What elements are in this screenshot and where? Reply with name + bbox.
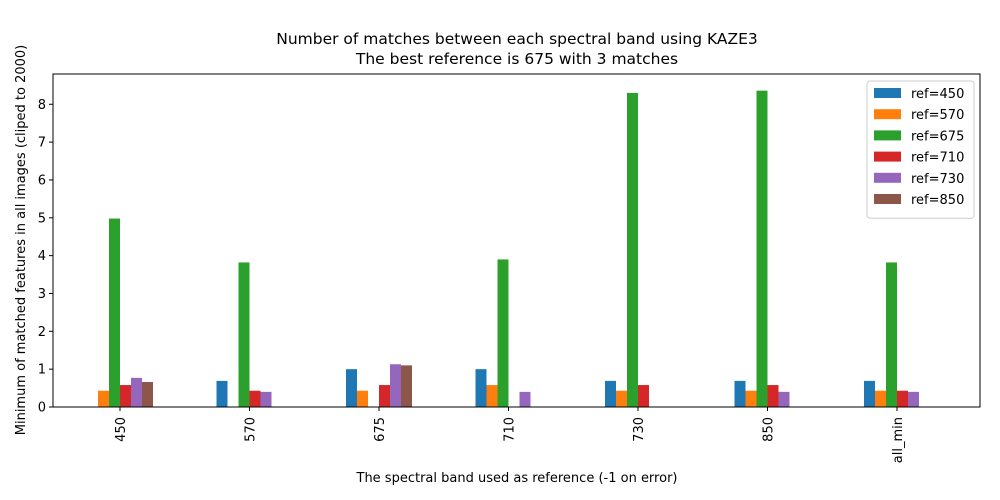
y-tick-label: 0 <box>38 401 46 416</box>
bar <box>357 390 368 407</box>
bar <box>875 390 886 407</box>
bar <box>767 385 779 407</box>
x-tick-label: 850 <box>762 417 777 442</box>
bar <box>120 385 131 407</box>
chart-title-line1: Number of matches between each spectral … <box>276 30 758 48</box>
legend-label: ref=450 <box>911 87 964 102</box>
bar <box>379 385 390 407</box>
bar <box>238 262 250 407</box>
bar <box>260 391 272 407</box>
y-tick-label: 5 <box>38 211 46 226</box>
bar <box>249 390 261 407</box>
legend-swatch <box>874 130 901 141</box>
bar <box>131 377 142 407</box>
y-axis: 0 1 2 3 4 5 6 7 8 <box>38 98 53 416</box>
y-tick-label: 3 <box>38 287 46 302</box>
bar <box>346 369 357 407</box>
x-tick-label: 570 <box>244 417 259 442</box>
bar <box>886 262 897 407</box>
y-axis-label: Minimum of matched features in all image… <box>14 45 29 436</box>
legend-swatch <box>874 151 901 162</box>
x-tick-label: all_min <box>891 417 906 463</box>
y-tick-label: 7 <box>38 136 46 151</box>
legend-label: ref=570 <box>911 108 964 123</box>
bar <box>756 90 768 408</box>
plot-frame <box>52 73 981 408</box>
bar <box>745 390 757 407</box>
legend-swatch <box>874 172 901 183</box>
bar <box>734 380 746 407</box>
bar <box>605 380 616 407</box>
y-tick-label: 8 <box>38 98 46 113</box>
y-tick-label: 1 <box>38 363 46 378</box>
bar <box>864 380 875 407</box>
bar <box>475 369 487 407</box>
bar <box>142 382 153 407</box>
x-axis: 450 570 675 710 730 850 all_min <box>114 407 906 463</box>
x-tick-label: 710 <box>503 417 518 442</box>
legend-label: ref=675 <box>911 129 964 144</box>
legend-swatch <box>874 109 901 120</box>
legend-label: ref=710 <box>911 151 964 166</box>
bar <box>908 391 919 407</box>
bar <box>497 259 509 407</box>
bar <box>98 390 109 407</box>
x-tick-label: 450 <box>114 417 129 442</box>
y-tick-label: 2 <box>38 325 46 340</box>
legend-swatch <box>874 194 901 204</box>
legend-label: ref=850 <box>911 193 964 208</box>
y-tick-label: 4 <box>38 249 46 264</box>
bar <box>109 218 120 407</box>
bar <box>778 391 790 407</box>
bars-group <box>98 90 919 408</box>
x-axis-label: The spectral band used as reference (-1 … <box>356 471 678 486</box>
bar <box>216 380 228 407</box>
bar <box>519 391 531 407</box>
bar <box>638 385 649 407</box>
chart-title-line2: The best reference is 675 with 3 matches <box>355 50 678 68</box>
y-tick-label: 6 <box>38 173 46 188</box>
bar <box>390 364 401 407</box>
bar <box>616 390 627 407</box>
bar <box>627 92 638 407</box>
x-tick-label: 730 <box>632 417 647 442</box>
legend: ref=450 ref=570 ref=675 ref=710 ref=730 ref=8… <box>866 80 975 219</box>
legend-label: ref=730 <box>911 172 964 187</box>
bar <box>897 390 908 407</box>
x-tick-label: 675 <box>373 417 388 442</box>
legend-swatch <box>874 88 901 98</box>
bar <box>486 385 498 407</box>
bar <box>401 365 412 407</box>
